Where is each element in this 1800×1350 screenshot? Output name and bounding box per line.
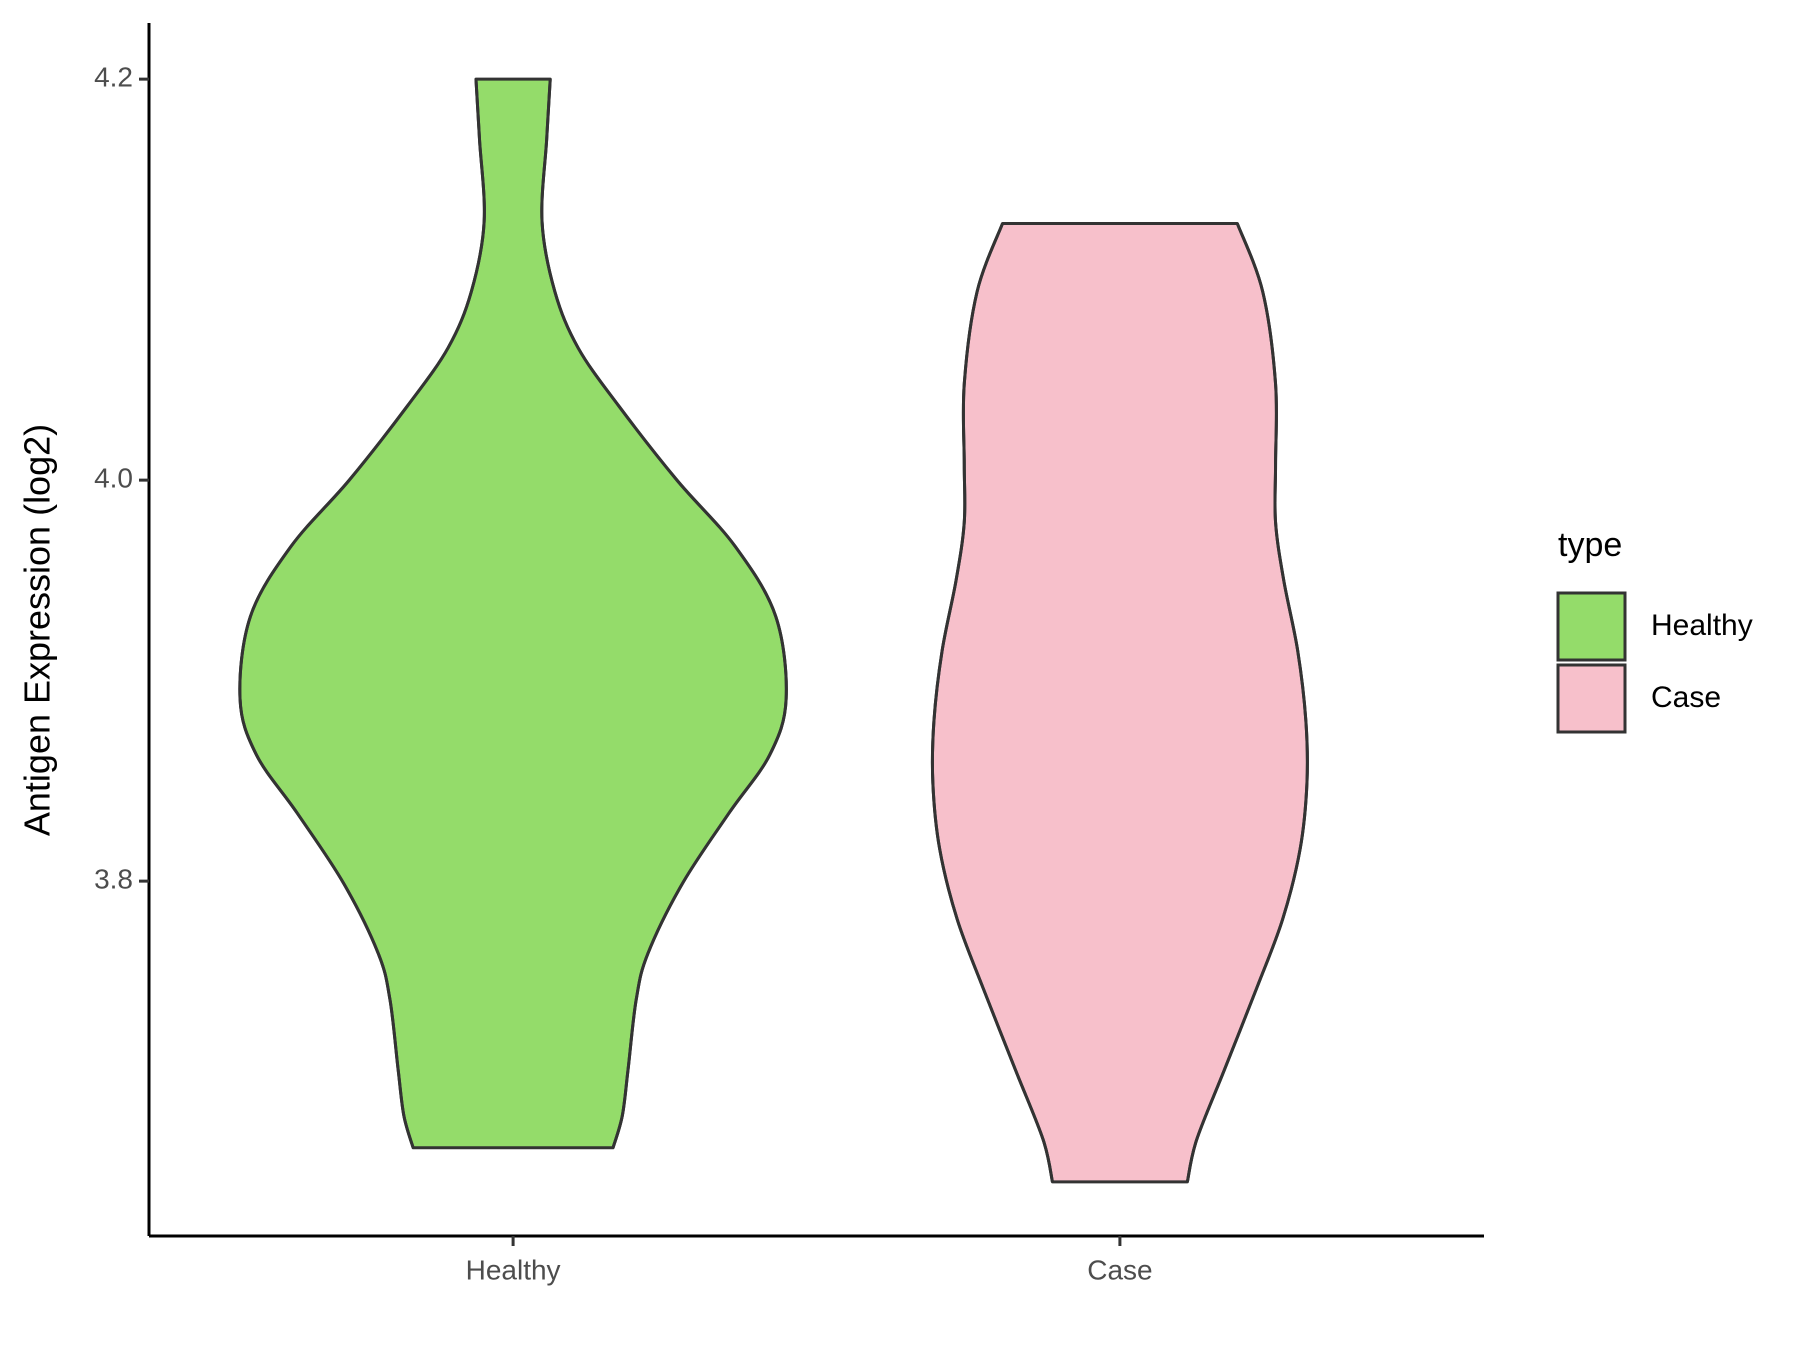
violin-right-edge — [540, 79, 788, 1149]
legend-title: type — [1558, 526, 1622, 564]
x-tick-label: Case — [1087, 1254, 1152, 1285]
legend-key — [1556, 663, 1627, 734]
violin-left-edge — [930, 222, 1054, 1183]
legend-label: Healthy — [1651, 609, 1753, 642]
y-axis-title: Antigen Expression (log2) — [17, 424, 58, 836]
violin-left-edge — [238, 79, 486, 1149]
legend-key — [1556, 591, 1627, 662]
violin-right-edge — [1185, 222, 1309, 1183]
x-tick-label: Healthy — [466, 1254, 561, 1285]
legend-label: Case — [1651, 681, 1721, 714]
y-tick-label: 4.2 — [94, 62, 133, 93]
y-tick-label: 4.0 — [94, 463, 133, 494]
y-tick-label: 3.8 — [94, 864, 133, 895]
